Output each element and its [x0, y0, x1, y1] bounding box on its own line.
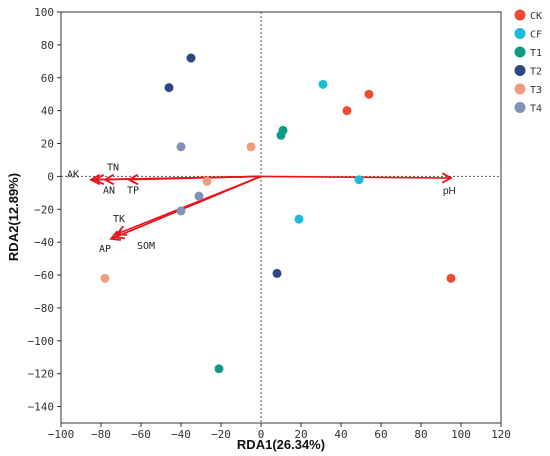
legend-marker-ck [514, 9, 526, 21]
vector-an-arrowhead [103, 173, 115, 186]
legend-marker-cf [514, 28, 526, 39]
y-tick-label: −120 [28, 368, 55, 381]
legend-label-t4: T4 [530, 104, 542, 115]
x-tick-label: −80 [91, 428, 111, 441]
point-t2 [272, 268, 282, 278]
point-t1 [276, 130, 286, 140]
point-t1 [214, 364, 224, 374]
legend-label-ck: CK [530, 11, 542, 22]
y-tick-label: −140 [28, 401, 55, 414]
legend-marker-t2 [514, 65, 526, 76]
y-tick-label: 0 [47, 170, 54, 183]
x-tick-label: −20 [211, 428, 231, 441]
x-tick-label: 0 [258, 428, 265, 441]
vector-ak-label: AK [67, 170, 79, 181]
y-tick-label: 80 [41, 39, 54, 52]
x-tick-label: 80 [414, 428, 427, 441]
point-cf [318, 79, 328, 89]
y-tick-label: 40 [41, 105, 54, 118]
y-tick-label: −100 [28, 335, 55, 348]
vector-ap-line [110, 175, 262, 240]
x-axis-title: RDA1(26.34%) [237, 437, 325, 452]
legend-marker-t4 [514, 102, 526, 113]
point-t4 [176, 142, 186, 152]
legend-label-t1: T1 [530, 48, 542, 59]
x-axis: −100 −80 −60 −40 −20 0 20 40 60 80 100 120 [48, 423, 511, 441]
point-t4 [194, 191, 204, 201]
point-t2 [164, 83, 174, 93]
y-axis-title: RDA2(12.89%) [6, 173, 21, 261]
vector-ak-arrowhead [89, 173, 101, 186]
y-tick-label: −80 [34, 302, 54, 315]
legend-label-t2: T2 [530, 67, 542, 78]
plot-frame [60, 11, 502, 424]
x-tick-label: −100 [48, 428, 75, 441]
vector-tn-arrowhead [93, 173, 105, 186]
vector-ap-arrowhead [109, 230, 122, 241]
vector-ap-label: AP [99, 244, 111, 255]
point-ck [364, 89, 374, 99]
y-tick-label: 60 [41, 72, 54, 85]
point-cf [294, 214, 304, 224]
x-tick-label: 60 [374, 428, 387, 441]
x-tick-label: 40 [334, 428, 347, 441]
point-cf [354, 175, 364, 185]
x-tick-label: 20 [294, 428, 307, 441]
legend-label-cf: CF [530, 30, 542, 41]
x-tick-label: 120 [491, 428, 511, 441]
legend-label-t3: T3 [530, 85, 542, 96]
point-t2 [186, 53, 196, 63]
y-axis: −140 −120 −100 −80 −60 −40 −20 0 20 40 60 80 100 [28, 6, 61, 414]
vector-tp-arrowhead [127, 173, 139, 186]
y-tick-label: 100 [34, 6, 54, 19]
point-ck [342, 106, 352, 116]
y-tick-label: 20 [41, 138, 54, 151]
x-tick-label: 100 [451, 428, 471, 441]
vector-tn-label: TN [107, 163, 119, 174]
point-t3 [202, 176, 212, 186]
vector-tp-label: TP [127, 186, 139, 197]
legend-marker-t3 [514, 83, 526, 95]
y-tick-label: −20 [34, 203, 54, 216]
vector-ph-arrowhead [441, 172, 453, 184]
vector-som-label: SOM [137, 241, 155, 252]
zero-lines [61, 12, 501, 423]
legend-marker-t1 [514, 46, 526, 58]
environmental-vectors: pH AK TN AN TP TK SOM AP [67, 163, 456, 255]
point-t3 [100, 273, 110, 283]
y-tick-label: −40 [34, 236, 54, 249]
x-tick-label: −60 [131, 428, 151, 441]
x-tick-label: −40 [171, 428, 191, 441]
vector-tp-line [128, 175, 262, 181]
legend: CK CF T1 T2 T3 T4 [514, 9, 542, 115]
vector-an-label: AN [103, 186, 115, 197]
sample-points [100, 53, 456, 374]
point-t3 [246, 142, 256, 152]
point-t4 [176, 206, 186, 216]
vector-tk-label: TK [113, 214, 125, 225]
vector-ph-label: pH [443, 186, 456, 197]
y-tick-label: −60 [34, 269, 54, 282]
point-ck [446, 273, 456, 283]
